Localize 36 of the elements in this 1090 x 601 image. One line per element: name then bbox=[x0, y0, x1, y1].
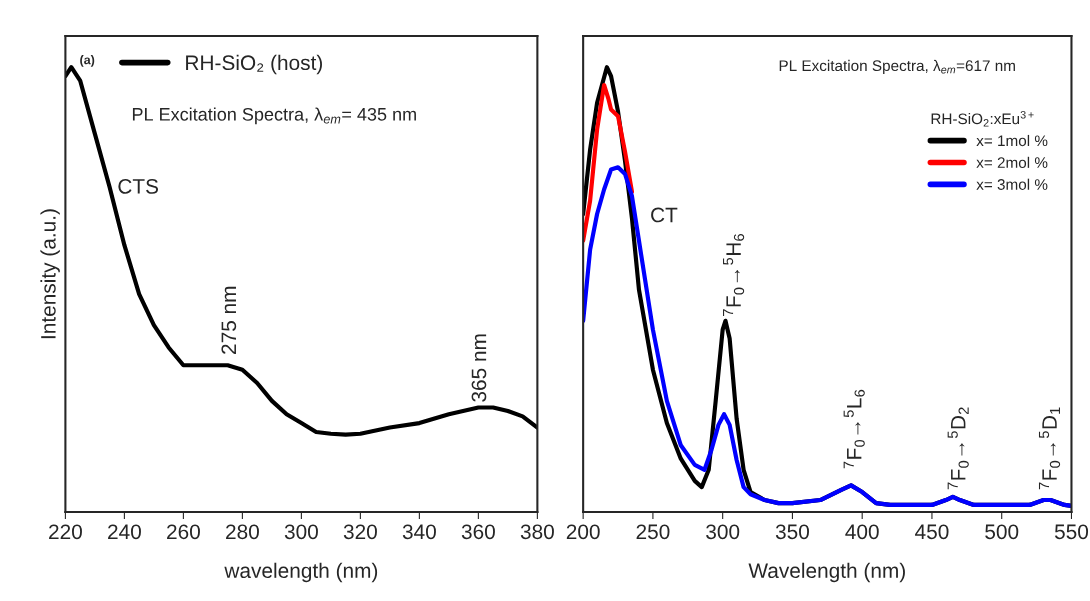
annotation: 275 nm bbox=[221, 286, 237, 354]
x-tick-label: 550 bbox=[1054, 524, 1089, 540]
x-tick-label: 300 bbox=[706, 524, 740, 540]
x-tick-label: 450 bbox=[915, 524, 949, 540]
legend-label: x= 1mol % bbox=[976, 134, 1048, 147]
x-tick-label: 500 bbox=[985, 524, 1019, 540]
annotation: PL Excitation Spectra, λ$_{em}$= 435 nm bbox=[132, 107, 416, 125]
annotation: PL Excitation Spectra, λ$_{em}$=617 nm bbox=[779, 59, 1015, 75]
x-tick-label: 200 bbox=[566, 524, 600, 540]
legend-label: RH-SiO₂ (host) bbox=[186, 54, 322, 75]
x-axis-title: wavelength (nm) bbox=[224, 562, 378, 583]
y-axis-title: Intensity (a.u.) bbox=[40, 209, 60, 339]
legend-label: x= 2mol % bbox=[976, 156, 1048, 169]
x-tick-label: 350 bbox=[775, 524, 809, 540]
annotation: CT bbox=[651, 207, 678, 223]
x-axis-title: Wavelength (nm) bbox=[748, 562, 905, 583]
x-tick-label: 260 bbox=[167, 524, 200, 540]
x-tick-label: 380 bbox=[520, 524, 554, 540]
x-tick-label: 240 bbox=[108, 524, 141, 540]
annotation: $^{7}$F$_{0}$→$^{5}$L$_{6}$ bbox=[843, 389, 865, 469]
legend-label: x= 3mol % bbox=[976, 178, 1048, 190]
x-tick-label: 400 bbox=[845, 524, 879, 540]
x-tick-label: 300 bbox=[284, 524, 318, 540]
x-tick-label: 320 bbox=[343, 524, 377, 540]
annotation: $^{7}$F$_{0}$→$^{5}$H$_{6}$ bbox=[723, 234, 745, 316]
annotation: CTS bbox=[118, 179, 159, 194]
annotation: $^{7}$F$_{0}$→$^{5}$D$_{1}$ bbox=[1038, 407, 1061, 490]
text: (a) bbox=[80, 55, 95, 67]
x-tick-label: 220 bbox=[49, 524, 82, 540]
x-tick-label: 340 bbox=[402, 524, 436, 540]
x-tick-label: 360 bbox=[461, 524, 495, 540]
x-tick-label: 250 bbox=[636, 524, 670, 540]
annotation: $^{7}$F$_{0}$→$^{5}$D$_{2}$ bbox=[947, 407, 969, 490]
x-tick-label: 280 bbox=[226, 524, 259, 540]
annotation: 365 nm bbox=[471, 334, 487, 402]
legend-title: RH-SiO$_{2}$:xEu$^{3+}$ bbox=[931, 110, 1034, 127]
